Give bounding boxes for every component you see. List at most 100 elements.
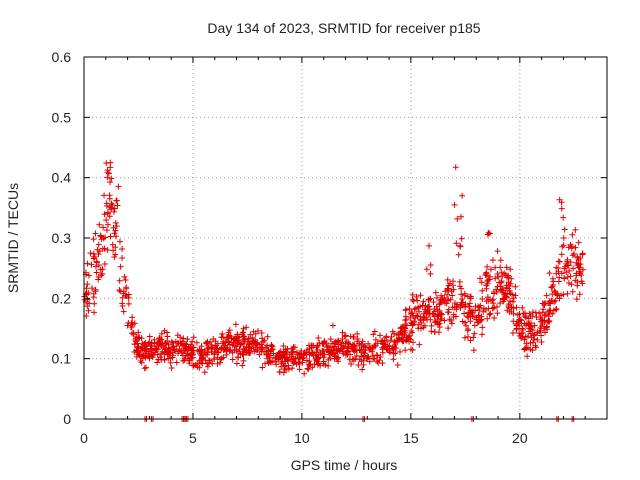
data-point — [321, 338, 328, 345]
data-point — [387, 337, 394, 344]
data-point — [147, 343, 154, 350]
data-point — [431, 328, 438, 335]
data-point — [564, 274, 571, 281]
data-point — [500, 289, 507, 296]
data-point — [521, 346, 528, 353]
data-point — [526, 325, 533, 332]
data-point — [323, 344, 330, 351]
data-point — [543, 292, 550, 299]
data-point — [378, 338, 385, 345]
data-point — [391, 338, 398, 345]
data-point — [570, 250, 577, 257]
data-point — [493, 288, 500, 295]
data-point — [508, 308, 515, 315]
data-point — [317, 362, 324, 369]
data-point — [499, 285, 506, 292]
data-point — [234, 331, 241, 338]
data-point — [484, 294, 491, 301]
data-point — [173, 359, 180, 366]
data-point — [179, 338, 186, 345]
data-point — [327, 336, 334, 343]
data-point — [229, 356, 236, 363]
data-point — [413, 312, 420, 319]
data-point — [103, 160, 110, 167]
data-point — [497, 257, 504, 264]
data-point — [436, 324, 443, 331]
data-point — [417, 292, 424, 299]
data-point — [95, 251, 102, 258]
data-point — [463, 322, 470, 329]
data-point — [275, 353, 282, 360]
data-point — [531, 331, 538, 338]
data-point — [175, 340, 182, 347]
data-point — [553, 306, 560, 313]
data-point — [532, 309, 539, 316]
data-point — [283, 355, 290, 362]
data-point — [196, 346, 203, 353]
data-point — [524, 333, 531, 340]
data-point — [114, 202, 121, 209]
data-point — [473, 314, 480, 321]
data-point — [527, 346, 534, 353]
data-point — [325, 362, 332, 369]
data-point — [226, 327, 233, 334]
data-point — [204, 363, 211, 370]
data-point — [84, 281, 91, 288]
data-point — [464, 313, 471, 320]
data-point — [564, 290, 571, 297]
data-point — [461, 290, 468, 297]
data-point — [183, 341, 190, 348]
data-point — [549, 291, 556, 298]
data-point — [545, 300, 552, 307]
data-point — [569, 231, 576, 238]
data-point — [487, 273, 494, 280]
y-tick-label: 0.5 — [52, 109, 72, 125]
data-point — [448, 320, 455, 327]
data-point — [264, 333, 271, 340]
data-point — [445, 309, 452, 316]
data-point — [280, 343, 287, 350]
data-point — [512, 292, 519, 299]
data-point — [449, 292, 456, 299]
data-point — [194, 360, 201, 367]
data-point — [504, 307, 511, 314]
data-point — [426, 242, 433, 249]
x-axis-label: GPS time / hours — [291, 457, 398, 473]
data-point — [161, 327, 168, 334]
data-point — [214, 360, 221, 367]
data-point — [397, 328, 404, 335]
data-point — [497, 300, 504, 307]
data-point — [458, 291, 465, 298]
data-point — [521, 310, 528, 317]
data-point — [389, 328, 396, 335]
data-point — [136, 334, 143, 341]
data-point — [112, 244, 119, 251]
data-point — [514, 312, 521, 319]
data-point — [464, 327, 471, 334]
data-point — [554, 291, 561, 298]
data-point — [448, 288, 455, 295]
data-point — [279, 358, 286, 365]
data-point — [361, 353, 368, 360]
data-point — [320, 354, 327, 361]
data-point — [498, 279, 505, 286]
data-point — [120, 288, 127, 295]
data-point — [427, 295, 434, 302]
data-point — [479, 287, 486, 294]
y-tick-label: 0.4 — [52, 170, 72, 186]
data-point — [371, 328, 378, 335]
data-point — [334, 356, 341, 363]
data-point — [106, 203, 113, 210]
data-point — [552, 297, 559, 304]
data-point — [369, 352, 376, 359]
data-point — [505, 302, 512, 309]
data-point — [500, 298, 507, 305]
data-point — [165, 348, 172, 355]
data-point — [225, 332, 232, 339]
data-point — [494, 283, 501, 290]
data-point — [522, 314, 529, 321]
data-point — [182, 347, 189, 354]
data-point — [379, 349, 386, 356]
data-point — [252, 339, 259, 346]
data-point — [567, 241, 574, 248]
